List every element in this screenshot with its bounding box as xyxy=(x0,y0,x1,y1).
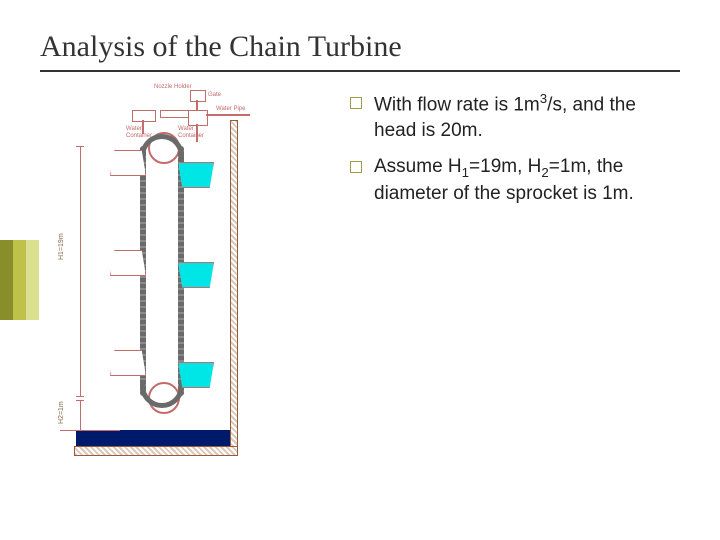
page-title: Analysis of the Chain Turbine xyxy=(40,30,680,64)
wall-vertical xyxy=(230,120,238,452)
dim-h2-line xyxy=(80,400,81,430)
bullet-marker-icon xyxy=(350,97,362,109)
chain-turbine-diagram: Nozzle Holder Gate Water Container Water… xyxy=(40,90,330,470)
nozzle-holder xyxy=(160,110,190,118)
label-pipe: Water Pipe xyxy=(216,106,245,113)
dim-h2-t2 xyxy=(76,430,84,431)
accent-bar-2 xyxy=(13,240,26,320)
bucket xyxy=(178,362,214,388)
water-surface xyxy=(60,430,120,431)
accent-bar-1 xyxy=(0,240,13,320)
bucket xyxy=(110,250,146,276)
slide: Analysis of the Chain Turbine Nozzle Hol… xyxy=(0,0,720,540)
dim-h2-t1 xyxy=(76,400,84,401)
accent-bars xyxy=(0,240,39,320)
bucket xyxy=(110,150,146,176)
dim-h1-label: H1=19m xyxy=(58,233,65,260)
label-gate: Gate xyxy=(208,92,221,99)
content-row: Nozzle Holder Gate Water Container Water… xyxy=(40,90,680,470)
gate-stem xyxy=(196,100,198,110)
title-rule xyxy=(40,70,680,72)
ground xyxy=(74,446,238,456)
dim-h2-label: H2=1m xyxy=(58,401,65,424)
dim-h1-t2 xyxy=(76,396,84,397)
dim-h1-t1 xyxy=(76,146,84,147)
label-nozzle: Nozzle Holder xyxy=(154,84,192,91)
bullet-list: With flow rate is 1m3/s, and the head is… xyxy=(350,90,680,470)
bullet-marker-icon xyxy=(350,161,362,173)
bullet-item: Assume H1=19m, H2=1m, the diameter of th… xyxy=(350,154,680,207)
accent-bar-3 xyxy=(26,240,39,320)
bucket xyxy=(110,350,146,376)
bucket xyxy=(178,162,214,188)
bullet-text: Assume H1=19m, H2=1m, the diameter of th… xyxy=(374,154,680,207)
holder-left-stem xyxy=(142,120,144,134)
water-container-box xyxy=(188,110,208,126)
gate-box xyxy=(190,90,206,102)
water-reservoir xyxy=(76,430,230,446)
label-container: Water Container xyxy=(178,126,212,139)
bullet-item: With flow rate is 1m3/s, and the head is… xyxy=(350,90,680,144)
water-pipe xyxy=(206,114,250,116)
dim-h1-line xyxy=(80,146,81,396)
bucket xyxy=(178,262,214,288)
bullet-text: With flow rate is 1m3/s, and the head is… xyxy=(374,90,680,144)
holder-left xyxy=(132,110,156,122)
